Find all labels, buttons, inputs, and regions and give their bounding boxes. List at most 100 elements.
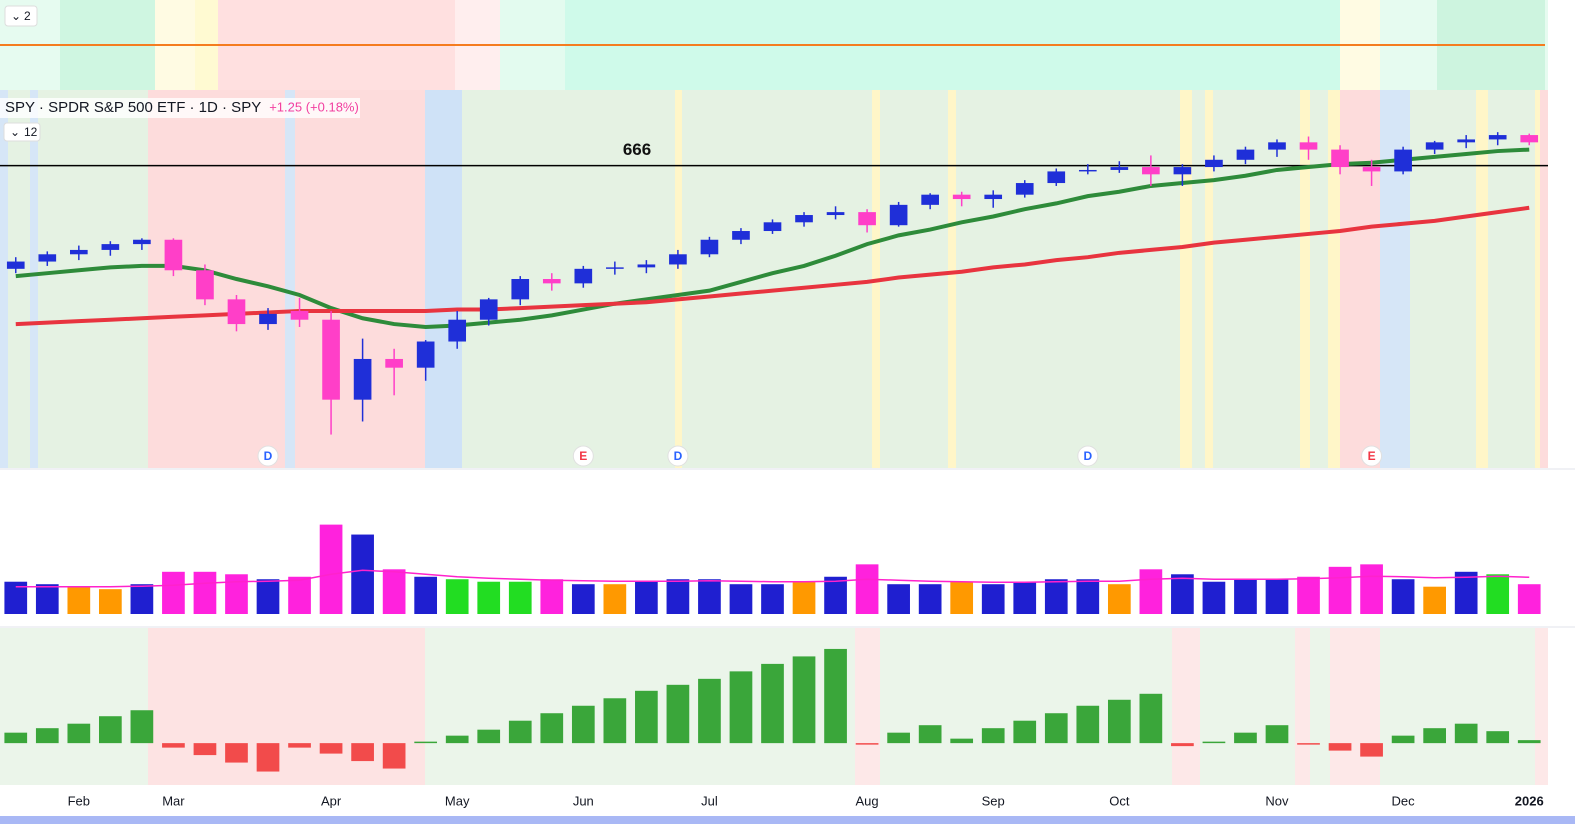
bar xyxy=(288,576,311,614)
bar xyxy=(855,743,879,745)
x-tick-label: Nov xyxy=(1265,793,1289,808)
candle-body xyxy=(1394,149,1412,172)
candle-body xyxy=(1268,142,1286,150)
symbol-title: SPY · SPDR S&P 500 ETF · 1D · SPY xyxy=(5,99,261,116)
bar xyxy=(162,743,185,748)
bar xyxy=(382,743,406,769)
bar xyxy=(1423,728,1446,744)
price-change: +1.25 (+0.18%) xyxy=(269,99,359,114)
bar xyxy=(824,576,847,614)
bar xyxy=(225,743,248,763)
bar xyxy=(1044,579,1068,614)
event-label: D xyxy=(674,449,683,463)
candle-body xyxy=(479,299,498,320)
background-band xyxy=(1172,628,1200,785)
bar xyxy=(950,738,974,744)
event-label: E xyxy=(1368,449,1376,463)
bar xyxy=(1265,579,1289,614)
bar xyxy=(382,569,406,614)
bar xyxy=(508,581,532,614)
bar xyxy=(761,663,784,744)
candle-body xyxy=(164,239,183,271)
bar xyxy=(1297,576,1320,614)
bar xyxy=(950,581,974,614)
bar xyxy=(981,584,1005,614)
candle-body xyxy=(1520,135,1539,143)
bar xyxy=(445,735,469,744)
price-level-label: 666 xyxy=(623,140,651,159)
bar xyxy=(1423,586,1446,614)
background-band xyxy=(948,90,956,468)
candle-body xyxy=(196,270,214,300)
x-tick-label: Mar xyxy=(162,793,185,808)
candle-body xyxy=(889,204,908,226)
candle-body xyxy=(1236,149,1255,160)
x-tick-label: Apr xyxy=(321,793,342,808)
indicator-toggle[interactable] xyxy=(4,5,38,27)
event-badge xyxy=(667,445,689,467)
candle-body xyxy=(322,319,340,400)
bar xyxy=(193,743,217,756)
candle-body xyxy=(700,239,719,255)
candle-body xyxy=(1078,169,1097,172)
bar xyxy=(162,571,185,614)
background-band xyxy=(1328,90,1340,468)
bar xyxy=(414,576,438,614)
background-band xyxy=(1180,90,1192,468)
bar xyxy=(1486,574,1510,614)
pane-toggle[interactable] xyxy=(3,122,41,142)
candle-body xyxy=(542,279,561,284)
bar xyxy=(1076,705,1100,744)
chevron: ⌄ xyxy=(10,125,20,139)
bar xyxy=(1391,579,1415,614)
candle-body xyxy=(606,267,624,269)
bar xyxy=(1234,732,1257,744)
background-band xyxy=(295,628,425,785)
x-tick-label: Dec xyxy=(1392,793,1416,808)
bar xyxy=(477,729,501,744)
bar xyxy=(571,705,595,744)
bar xyxy=(319,524,343,614)
bar xyxy=(1107,699,1131,744)
bar xyxy=(1328,743,1352,751)
background-band xyxy=(1295,628,1310,785)
candle-body xyxy=(385,358,403,368)
candle-body xyxy=(669,254,687,265)
candle-body xyxy=(574,268,593,284)
background-band xyxy=(855,628,880,785)
event-label: D xyxy=(264,449,273,463)
candle-body xyxy=(1205,159,1223,168)
event-badge xyxy=(572,445,594,467)
candle-body xyxy=(448,319,467,342)
candle-body xyxy=(1331,149,1349,168)
bar xyxy=(35,728,59,744)
bar xyxy=(477,581,501,614)
candle-body xyxy=(984,194,1003,200)
bar xyxy=(1202,581,1226,614)
bar xyxy=(887,584,910,614)
candle-body xyxy=(227,299,246,325)
background-band xyxy=(1535,628,1548,785)
bar xyxy=(635,581,658,614)
candle-body xyxy=(1362,167,1381,172)
bar xyxy=(130,710,154,744)
bar xyxy=(761,584,784,614)
background-band xyxy=(1205,90,1213,468)
candle-body xyxy=(952,194,971,200)
event-badge xyxy=(1077,445,1099,467)
candle-body xyxy=(353,358,372,400)
bar xyxy=(1360,564,1383,614)
bar xyxy=(1202,741,1226,744)
background-band xyxy=(1330,628,1380,785)
candle-body xyxy=(1110,167,1129,170)
bar xyxy=(445,579,469,614)
bar xyxy=(1107,584,1131,614)
candle-body xyxy=(101,244,120,250)
bar xyxy=(1265,725,1289,744)
bar xyxy=(698,678,721,744)
candle-body xyxy=(826,212,845,216)
bar xyxy=(1454,571,1478,614)
bar xyxy=(855,564,879,614)
candle-body xyxy=(38,254,57,262)
